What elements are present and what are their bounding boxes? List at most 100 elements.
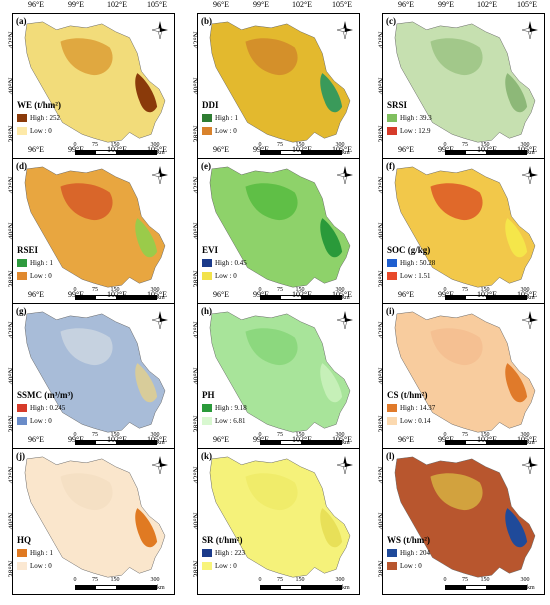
region-patch xyxy=(430,183,483,221)
region-map xyxy=(209,311,351,433)
legend-low-swatch xyxy=(202,561,212,570)
panel-label: (b) xyxy=(201,16,212,26)
lon-tick: 99°E xyxy=(67,435,85,444)
legend-high-swatch xyxy=(387,113,397,122)
region-map xyxy=(394,311,536,433)
legend-low-swatch xyxy=(387,271,397,280)
panel-label: (l) xyxy=(386,451,395,461)
north-arrow-icon xyxy=(151,456,168,475)
lon-tick: 99°E xyxy=(437,0,455,9)
lon-tick: 105°E xyxy=(516,435,538,444)
legend-high-swatch xyxy=(202,548,212,557)
legend-high: High : 223 xyxy=(215,548,245,557)
scale-tick: 150 xyxy=(480,432,490,438)
lon-tick: 105°E xyxy=(331,290,353,299)
lon-tick: 105°E xyxy=(146,145,168,154)
region-shape xyxy=(209,21,351,143)
scale-tick: 0 xyxy=(443,142,447,148)
legend: WE (t/hm²) High : 252 Low : 0 xyxy=(17,100,61,136)
legend-high: High : 204 xyxy=(400,548,430,557)
legend-high-swatch xyxy=(202,403,212,412)
map-panel-3: 96°E 99°E 102°E 105°E 42°N 40°N 38°N (c)… xyxy=(370,0,547,170)
scale-unit: km xyxy=(527,150,535,156)
lon-tick: 96°E xyxy=(397,145,415,154)
scale-tick: 150 xyxy=(110,577,120,583)
lon-tick: 102°E xyxy=(476,435,498,444)
scale-tick: 0 xyxy=(73,432,77,438)
map-panel-10: 96°E 99°E 102°E 105°E 42°N 40°N 38°N (j)… xyxy=(0,435,177,605)
lon-tick: 96°E xyxy=(27,290,45,299)
lon-tick: 99°E xyxy=(252,290,270,299)
region-patch xyxy=(245,183,298,221)
lon-tick: 102°E xyxy=(106,145,128,154)
region-patch xyxy=(430,473,483,511)
panel-label: (k) xyxy=(201,451,212,461)
lon-tick: 96°E xyxy=(212,290,230,299)
region-shape xyxy=(24,21,166,143)
legend-low-swatch xyxy=(202,126,212,135)
map-frame: (j) HQ High : 1 Low : 0 xyxy=(12,448,175,595)
scale-tick: 150 xyxy=(295,577,305,583)
scale-bar: 0 75 150 300 km xyxy=(74,287,171,301)
lon-tick: 99°E xyxy=(437,435,455,444)
region-patch xyxy=(505,73,528,113)
region-map xyxy=(394,166,536,288)
region-patch xyxy=(60,183,113,221)
legend-high: High : 0.45 xyxy=(215,258,247,267)
scale-bar: 0 75 150 300 km xyxy=(443,577,541,591)
scale-unit: km xyxy=(157,585,165,591)
lon-tick: 102°E xyxy=(291,145,313,154)
legend-high-swatch xyxy=(17,258,27,267)
scale-tick: 75 xyxy=(92,287,98,293)
scale-tick: 0 xyxy=(258,432,262,438)
legend: SR (t/hm²) High : 223 Low : 0 xyxy=(202,535,245,571)
scale-tick: 300 xyxy=(150,142,160,148)
scale-tick: 0 xyxy=(443,577,447,583)
scale-tick: 75 xyxy=(277,432,283,438)
legend-low: Low : 0 xyxy=(215,561,237,570)
scale-tick: 0 xyxy=(443,432,447,438)
region-patch xyxy=(245,328,298,366)
legend-low-swatch xyxy=(387,126,397,135)
scale-tick: 300 xyxy=(150,432,160,438)
legend-low: Low : 0 xyxy=(30,126,52,135)
lon-tick: 105°E xyxy=(146,0,168,9)
scale-tick: 75 xyxy=(462,577,468,583)
legend-high: High : 14.37 xyxy=(400,403,436,412)
lon-tick: 99°E xyxy=(437,290,455,299)
legend-high: High : 50.28 xyxy=(400,258,436,267)
legend-low-swatch xyxy=(202,416,212,425)
scale-tick: 150 xyxy=(295,432,305,438)
legend-low: Low : 6.81 xyxy=(215,416,246,425)
lon-tick: 96°E xyxy=(212,435,230,444)
lon-tick: 96°E xyxy=(27,435,45,444)
scale-tick: 300 xyxy=(520,432,530,438)
legend-low: Low : 0 xyxy=(400,561,422,570)
panel-label: (j) xyxy=(16,451,25,461)
scale-tick: 75 xyxy=(462,432,468,438)
north-arrow-icon xyxy=(336,21,353,40)
lon-tick: 96°E xyxy=(27,0,45,9)
scale-bar: 0 75 150 300 km xyxy=(74,142,171,156)
map-panel-11: 96°E 99°E 102°E 105°E 42°N 40°N 38°N (k)… xyxy=(185,435,362,605)
region-map xyxy=(209,21,351,143)
scale-tick: 75 xyxy=(92,142,98,148)
region-patch xyxy=(320,73,343,113)
legend-title: DDI xyxy=(202,100,219,110)
region-patch xyxy=(135,218,158,258)
scale-tick: 0 xyxy=(73,577,77,583)
region-patch xyxy=(245,38,298,76)
legend-title: WE (t/hm²) xyxy=(17,100,61,110)
scale-bar: 0 75 150 300 km xyxy=(444,287,541,301)
lon-tick: 105°E xyxy=(516,290,538,299)
panel-label: (h) xyxy=(201,306,212,316)
north-arrow-icon xyxy=(521,311,538,330)
region-shape xyxy=(394,456,536,578)
legend-title: RSEI xyxy=(17,245,39,255)
scale-tick: 150 xyxy=(295,142,305,148)
region-shape xyxy=(394,311,536,433)
region-shape xyxy=(24,311,166,433)
lon-tick: 105°E xyxy=(146,290,168,299)
legend: SRSI High : 39.3 Low : 12.9 xyxy=(387,100,432,136)
region-patch xyxy=(60,38,113,76)
